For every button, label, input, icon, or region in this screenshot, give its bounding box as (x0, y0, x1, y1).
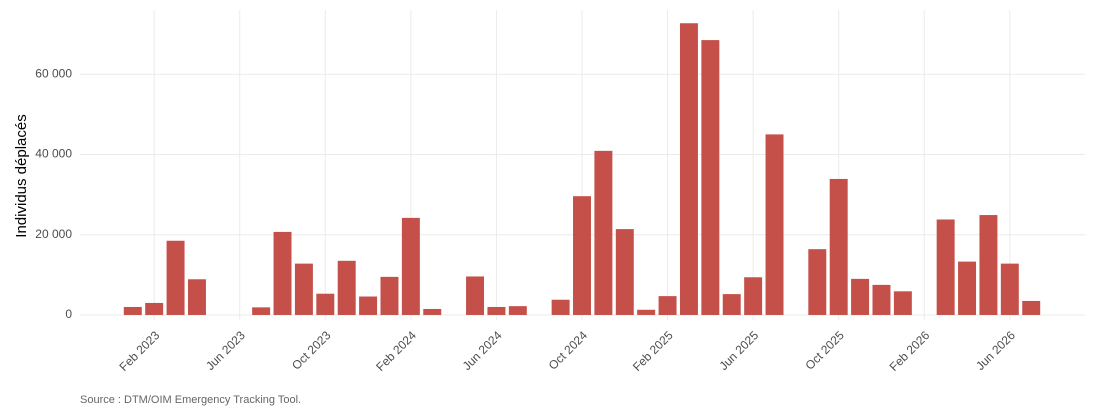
bar (466, 276, 485, 315)
bar (187, 279, 206, 315)
x-tick-label: Oct 2023 (289, 328, 334, 373)
bar (487, 306, 506, 315)
y-tick-label: 40 000 (35, 147, 72, 161)
bar (979, 215, 998, 315)
bar (508, 306, 527, 315)
bar (637, 309, 656, 315)
bar (359, 296, 378, 315)
bar (615, 229, 634, 315)
bar (765, 134, 784, 315)
bar (808, 249, 827, 315)
bar (936, 219, 955, 315)
bar (722, 294, 741, 315)
bar (380, 276, 399, 315)
x-tick-label: Oct 2024 (546, 328, 591, 373)
bar (573, 196, 591, 315)
bar (123, 306, 142, 315)
bar (273, 231, 292, 315)
bar (701, 40, 720, 315)
y-tick-label: 0 (65, 307, 72, 321)
bar (294, 263, 313, 315)
x-tick-label: Jun 2025 (716, 328, 761, 373)
x-tick-label: Feb 2025 (630, 328, 676, 374)
bar (145, 302, 164, 315)
bar (337, 260, 356, 315)
bar (1022, 300, 1041, 315)
x-tick-label: Feb 2024 (373, 328, 419, 374)
bar (252, 307, 271, 315)
bar (166, 240, 185, 315)
bar (851, 278, 870, 315)
x-tick-label: Jun 2023 (203, 328, 248, 373)
x-tick-label: Jun 2026 (973, 328, 1018, 373)
x-tick-label: Jun 2024 (460, 328, 505, 373)
bar (423, 308, 442, 315)
bar (316, 293, 335, 315)
bar (401, 217, 420, 315)
y-axis-label: Individus déplacés (13, 114, 30, 237)
bar (893, 291, 912, 315)
y-tick-label: 20 000 (35, 227, 72, 241)
bar (872, 284, 891, 315)
bar (679, 23, 698, 315)
bar (1000, 263, 1019, 315)
y-tick-label: 60 000 (35, 66, 72, 80)
caption: Source : DTM/OIM Emergency Tracking Tool… (80, 394, 301, 406)
bar (594, 150, 613, 315)
x-tick-label: Feb 2026 (887, 328, 933, 374)
x-tick-label: Oct 2025 (802, 328, 847, 373)
bar (551, 299, 570, 315)
x-tick-label: Feb 2023 (117, 328, 163, 374)
bar (744, 277, 763, 315)
bar (829, 178, 848, 315)
bar (658, 296, 677, 315)
bar (958, 261, 977, 315)
